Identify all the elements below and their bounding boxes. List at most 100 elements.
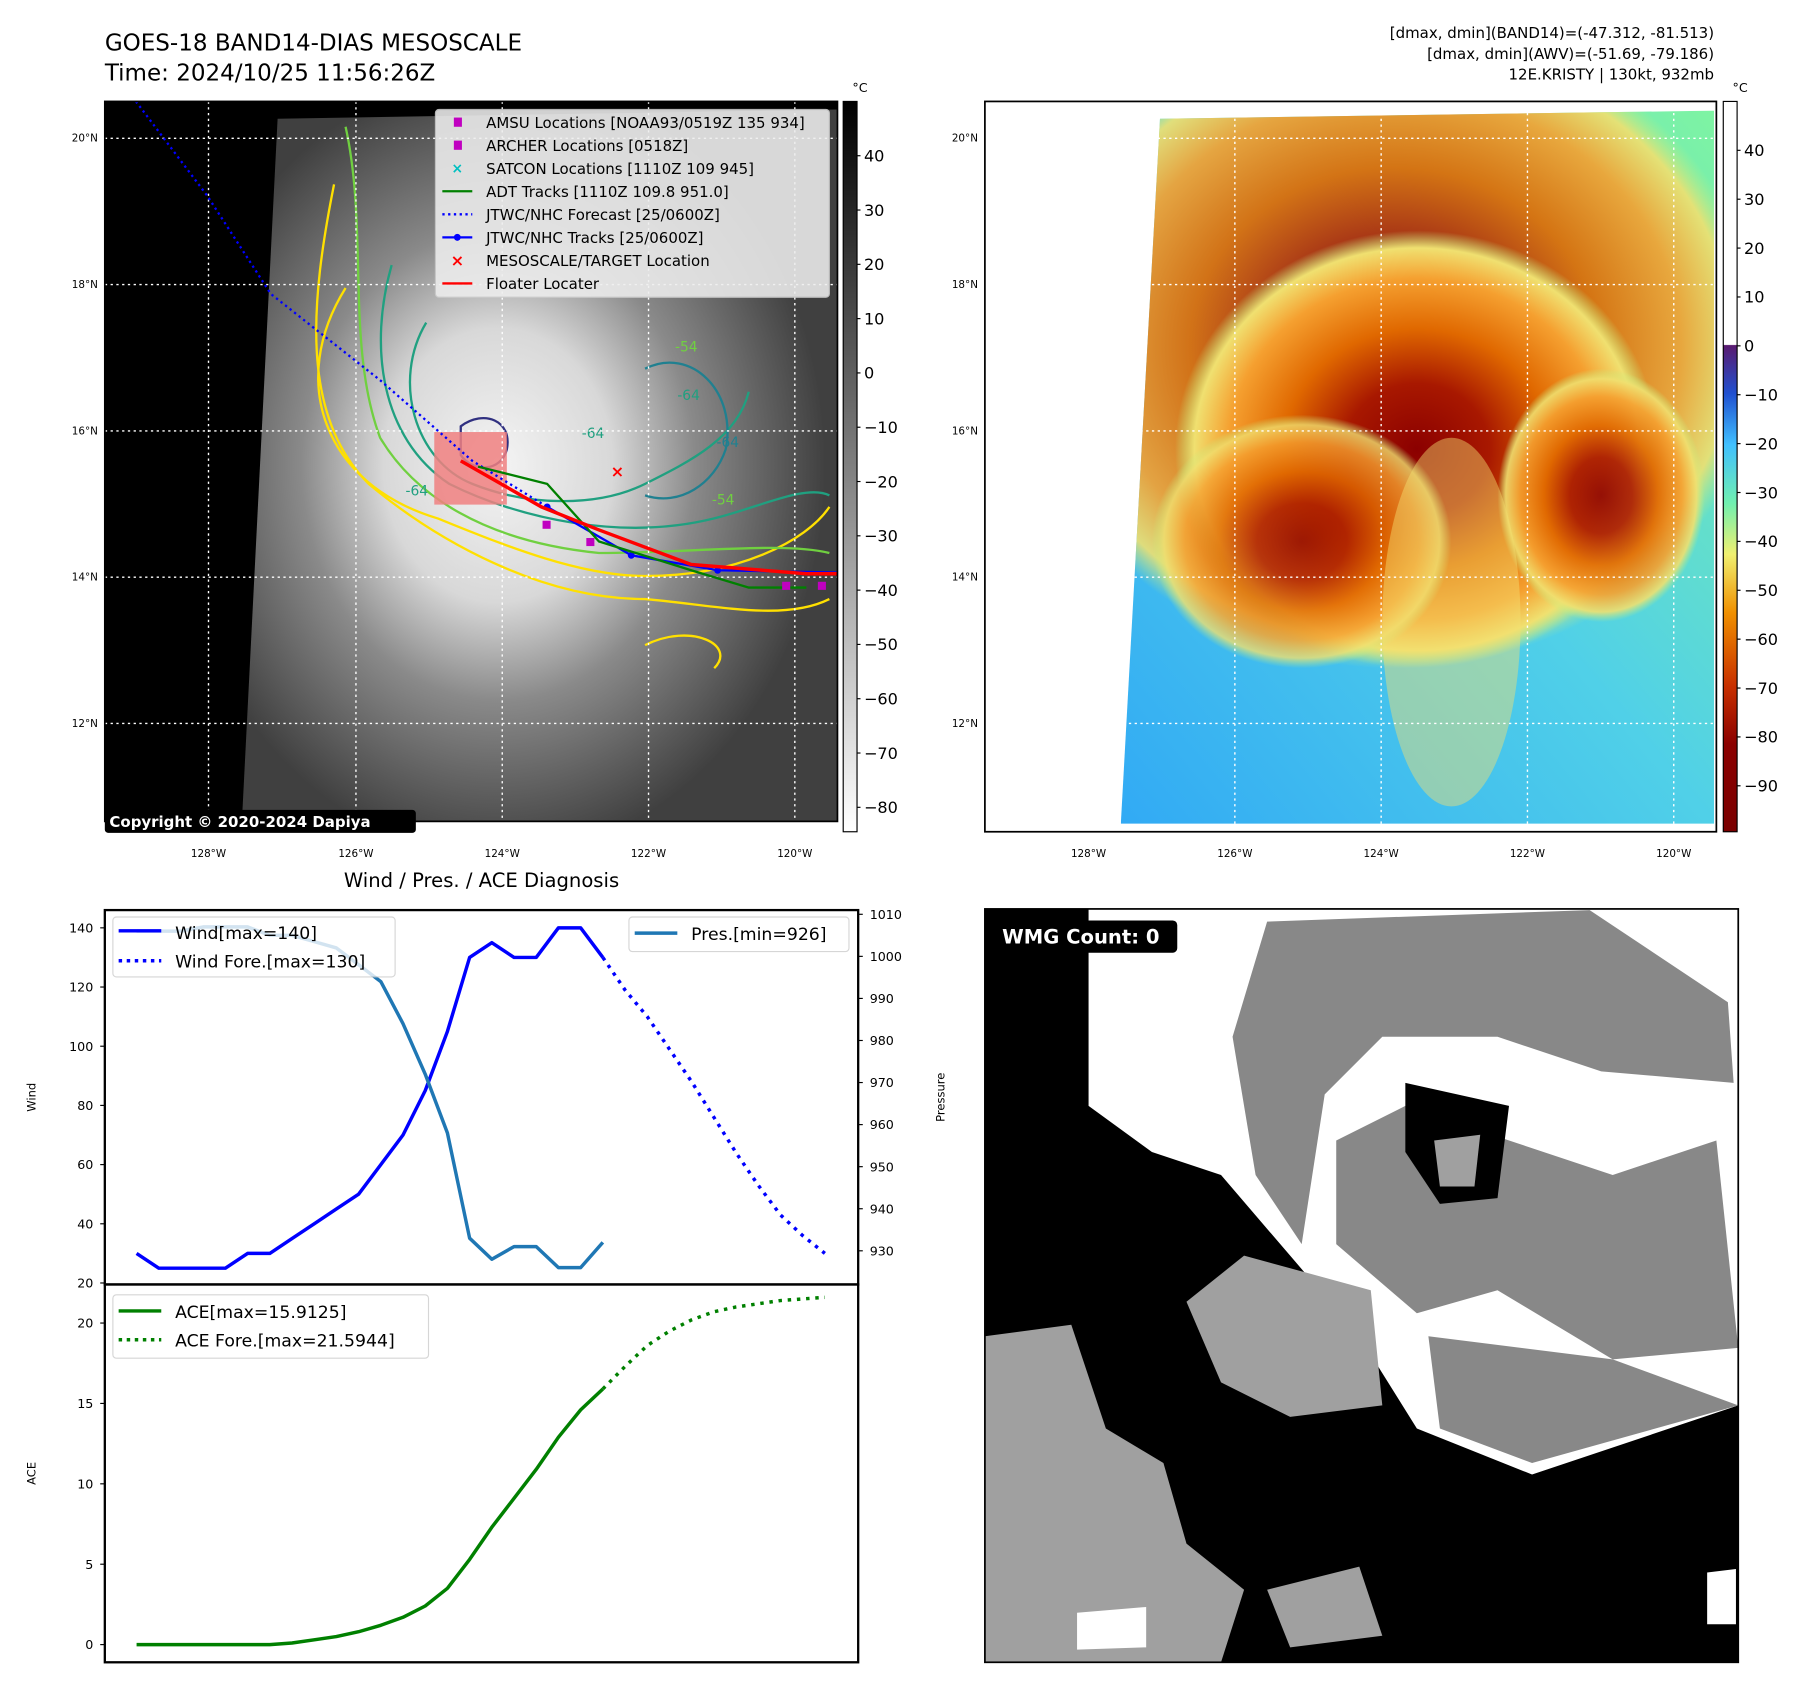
contour-label: -64 [677,388,700,404]
legend-label: Pres.[min=926] [691,925,826,945]
lat-label: 18°N [72,279,98,291]
wind-legend: Wind[max=140] Wind Fore.[max=130] [112,916,396,978]
color-colorbar: °C 40 30 20 10 0 −10 −20 −30 −40 −50 −60 −70 −80 −90 [1722,80,1778,833]
y-tick-label: 0 [85,1637,93,1652]
target-x-marker: × [611,462,625,481]
colorbar-unit: °C [1732,80,1747,95]
contour-labels: -54 -64 -64 -54 -64 -64 [405,339,739,508]
colorbar-tick-label: 40 [1744,141,1765,160]
lat-label: 12°N [72,718,98,730]
y-tick-label: 100 [69,1039,93,1054]
colorbar-tick-label: 20 [1744,239,1765,258]
gray-colorbar: °C 40 30 20 10 0 −10 −20 −30 −40 −50 −60 −70 −80 [842,80,898,833]
left-map-axis-labels: 20°N 18°N 16°N 14°N 12°N 128°W 126°W 124… [72,133,813,860]
y-axis-label: ACE [25,1462,39,1485]
lat-label: 20°N [952,133,978,145]
y2-tick-label: 960 [870,1117,894,1132]
legend-label: ADT Tracks [1110Z 109.8 951.0] [486,183,729,201]
y2-tick-label: 970 [870,1075,894,1090]
colorbar-tick-label: −40 [864,581,898,600]
lat-label: 14°N [952,572,978,584]
adt-track [477,465,807,589]
y-tick-label: 20 [77,1276,93,1291]
colorbar-tick-label: −20 [864,472,898,491]
colorbar-tick-label: −90 [1744,777,1778,796]
y-tick-label: 80 [77,1098,93,1113]
colorbar-tick-label: 40 [864,146,885,165]
ace-legend: ACE[max=15.9125] ACE Fore.[max=21.5944] [112,1294,430,1359]
lat-label: 16°N [72,425,98,437]
colorbar-tick-label: 10 [864,309,885,328]
figure-time: Time: 2024/10/25 11:56:26Z [104,61,436,87]
archer-legend-icon [453,140,462,150]
lon-label: 120°W [777,848,812,860]
colorbar-tick-label: 20 [864,255,885,274]
lon-label: 128°W [1071,848,1106,860]
colorbar-tick-label: −70 [1744,679,1778,698]
colorbar-unit: °C [852,80,867,95]
colorbar-tick-label: −30 [1744,483,1778,502]
legend-label: SATCON Locations [1110Z 109 945] [486,160,754,178]
colorbar-tick-label: −40 [1744,532,1778,551]
legend-label: ARCHER Locations [0518Z] [486,137,688,155]
legend-label: Floater Locater [486,275,600,293]
lat-label: 20°N [72,133,98,145]
chart-title: Wind / Pres. / ACE Diagnosis [344,869,619,892]
legend-label: Wind[max=140] [175,924,317,944]
series-line-ace-fore- [601,1295,826,1391]
mesoscale-legend-icon: × [451,251,465,270]
y2-axis-label: Pressure [934,1073,948,1122]
colorbar-tick-label: 10 [1744,288,1765,307]
legend-label: Wind Fore.[max=130] [175,953,365,973]
awv-color-map [984,100,1718,833]
wmg-count-label: WMG Count: 0 [1002,925,1159,948]
colorbar-tick-label: −50 [864,635,898,654]
ace-chart: 0 5 10 15 20 ACE [25,1283,860,1664]
y-tick-label: 120 [69,980,93,995]
colorbar-tick-label: 0 [1744,337,1754,356]
colorbar-tick-label: −30 [864,527,898,546]
y2-tick-label: 940 [870,1201,894,1216]
legend-label: ACE[max=15.9125] [175,1303,346,1323]
y2-tick-label: 950 [870,1159,894,1174]
y2-tick-label: 980 [870,1033,894,1048]
lat-label: 12°N [952,718,978,730]
contour-label: -64 [405,483,428,499]
lon-label: 126°W [1217,848,1252,860]
y-tick-label: 20 [77,1316,93,1331]
copyright-text: Copyright © 2020-2024 Dapiya [109,813,370,831]
copyright-badge: Copyright © 2020-2024 Dapiya [104,809,416,833]
colorbar-tick-label: −70 [864,744,898,763]
contour-label: -64 [716,435,739,451]
figure-title: GOES-18 BAND14-DIAS MESOSCALE [105,31,522,57]
wind-pressure-chart: 20 40 60 80 100 120 140 930 940 950 960 970 980 990 10… [25,907,948,1291]
y-tick-label: 5 [85,1557,93,1572]
y2-tick-label: 930 [870,1243,894,1258]
series-line-pres- [136,925,605,1270]
plot-frame [103,1283,860,1664]
series-line-ace [136,1387,605,1647]
legend-label: MESOSCALE/TARGET Location [486,252,710,270]
legend-label: AMSU Locations [NOAA93/0519Z 135 934] [486,114,805,132]
y-tick-label: 140 [69,920,93,935]
lat-label: 16°N [952,425,978,437]
lon-label: 122°W [631,848,666,860]
awv-stats: [dmax, dmin](AWV)=(-51.69, -79.186) [1427,45,1714,63]
contour-label: -54 [712,493,735,509]
pressure-legend: Pres.[min=926] [628,916,850,953]
storm-info: 12E.KRISTY | 130kt, 932mb [1509,66,1715,84]
lon-label: 124°W [1364,848,1399,860]
y2-tick-label: 1010 [870,907,902,922]
wmg-panel: WMG Count: 0 [984,908,1740,1664]
contour-label: -54 [675,339,698,355]
colorbar-tick-label: 0 [864,364,874,383]
jtwc-forecast-track [135,101,548,508]
lat-label: 18°N [952,279,978,291]
colorbar-tick-label: 30 [1744,190,1765,209]
y-tick-label: 60 [77,1157,93,1172]
right-map-axis-labels: 20°N 18°N 16°N 14°N 12°N 128°W 126°W 124… [952,133,1691,860]
y-tick-label: 40 [77,1216,93,1231]
lon-label: 128°W [191,848,226,860]
map-legend: × × AMSU Locations [NOAA93/0519Z 135 934… [434,108,830,298]
